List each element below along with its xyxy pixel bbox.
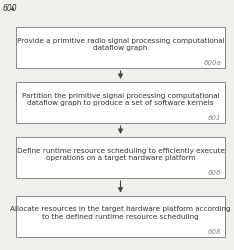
Text: 601: 601 <box>208 116 221 121</box>
Text: 600a: 600a <box>203 60 221 66</box>
Text: 606: 606 <box>208 170 221 176</box>
Text: Allocate resources in the target hardware platform according
to the defined runt: Allocate resources in the target hardwar… <box>10 206 231 220</box>
FancyBboxPatch shape <box>16 196 225 237</box>
Text: Define runtime resource scheduling to efficiently execute
operations on a target: Define runtime resource scheduling to ef… <box>17 148 224 161</box>
FancyBboxPatch shape <box>16 82 225 123</box>
Text: 600: 600 <box>2 4 17 13</box>
Text: 608: 608 <box>208 229 221 235</box>
Text: Provide a primitive radio signal processing computational
dataflow graph: Provide a primitive radio signal process… <box>17 38 224 51</box>
FancyBboxPatch shape <box>16 27 225 68</box>
Text: Partition the primitive signal processing computational
dataflow graph to produc: Partition the primitive signal processin… <box>22 93 219 106</box>
FancyBboxPatch shape <box>16 137 225 178</box>
